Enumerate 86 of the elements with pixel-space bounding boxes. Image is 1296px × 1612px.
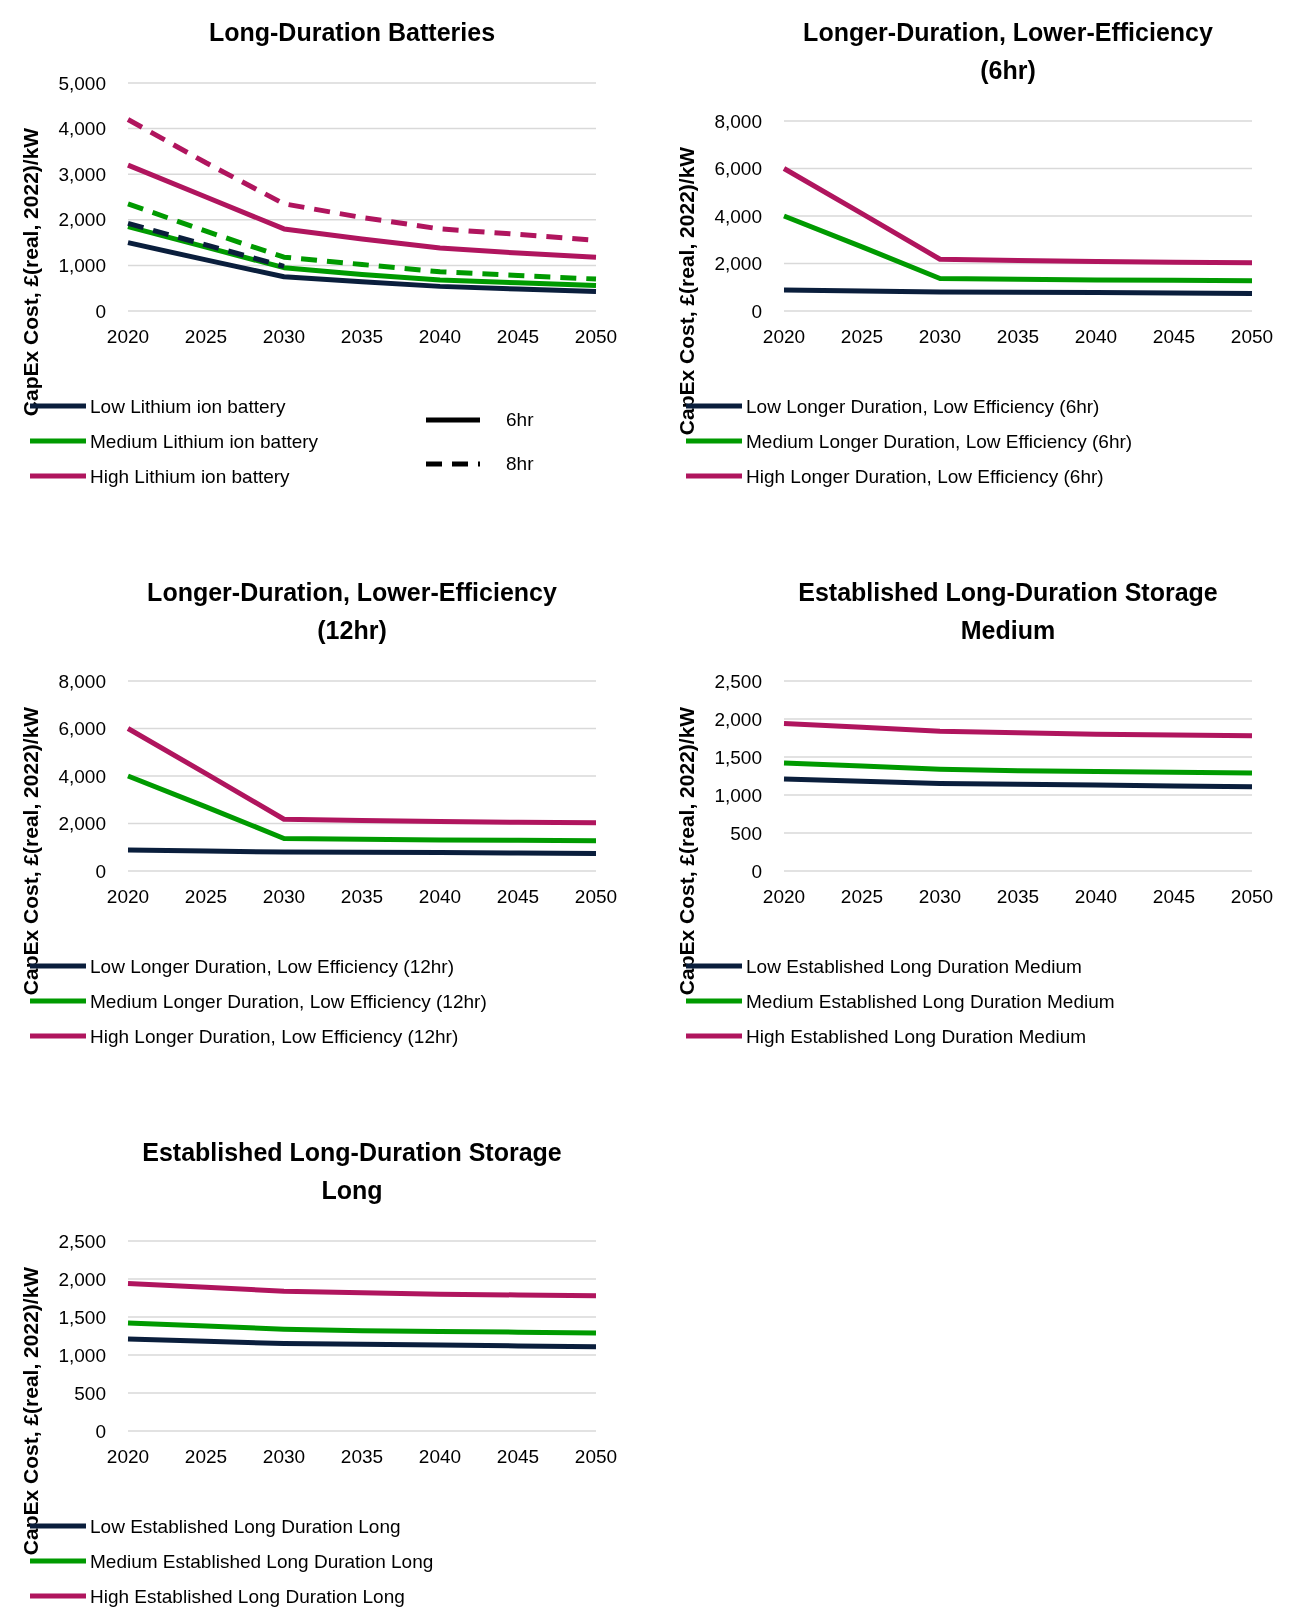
x-tick-label: 2040: [418, 886, 462, 907]
y-tick-label: 2,500: [58, 1230, 106, 1252]
x-tick-label: 2025: [184, 326, 228, 347]
chart-title: Established Long-Duration Storage Medium: [798, 578, 1218, 644]
legend-label: High Lithium ion battery: [90, 466, 291, 487]
legend-label: Low Lithium ion battery: [90, 396, 286, 417]
y-tick-label: 8,000: [714, 110, 762, 132]
y-tick-label: 1,000: [58, 1344, 106, 1366]
text: 8hr: [506, 453, 535, 474]
y-tick-label: 4,000: [58, 765, 106, 787]
x-tick-label: 2050: [1230, 886, 1274, 907]
legend-label: High Established Long Duration Medium: [746, 1026, 1087, 1047]
x-tick-label: 2020: [106, 1446, 150, 1467]
y-tick-label: 4,000: [58, 118, 106, 140]
x-tick-label: 2045: [1152, 326, 1196, 347]
x-tick-label: 2035: [340, 326, 384, 347]
x-tick-label: 2035: [996, 886, 1040, 907]
x-tick-label: 2050: [574, 1446, 618, 1467]
x-tick-label: 2040: [418, 326, 462, 347]
x-tick-label: 2035: [996, 326, 1040, 347]
legend-label: Low Established Long Duration Medium: [746, 956, 1082, 977]
y-tick-label: 2,000: [714, 253, 762, 275]
x-tick-label: 2050: [574, 886, 618, 907]
y-tick-label: 5,000: [58, 72, 106, 94]
y-tick-label: 6,000: [714, 158, 762, 180]
legend-label: Medium Longer Duration, Low Efficiency (12hr): [90, 991, 487, 1012]
x-tick-label: 2025: [184, 1446, 228, 1467]
legend-label: Medium Longer Duration, Low Efficiency (6hr): [746, 431, 1133, 452]
y-tick-label: 1,500: [714, 746, 762, 768]
legend-label: Low Longer Duration, Low Efficiency (6hr): [746, 396, 1100, 417]
x-tick-label: 2050: [574, 326, 618, 347]
x-tick-label: 2030: [262, 886, 306, 907]
y-tick-label: 3,000: [58, 163, 106, 185]
x-tick-label: 2035: [340, 886, 384, 907]
text: 6hr: [506, 409, 535, 430]
legend-label: Medium Established Long Duration Medium: [746, 991, 1115, 1012]
x-tick-label: 2040: [418, 1446, 462, 1467]
y-tick-label: 2,000: [58, 813, 106, 835]
y-tick-label: 2,000: [714, 708, 762, 730]
y-tick-label: 0: [751, 860, 762, 882]
x-tick-label: 2020: [106, 886, 150, 907]
chart-title: Longer-Duration, Lower-Efficiency (6hr): [803, 18, 1213, 84]
y-tick-label: 0: [95, 1420, 106, 1442]
y-tick-label: 6,000: [58, 718, 106, 740]
y-tick-label: 8,000: [58, 670, 106, 692]
legend-label: Low Established Long Duration Long: [90, 1516, 401, 1537]
x-tick-label: 2025: [840, 886, 884, 907]
legend-label: Medium Established Long Duration Long: [90, 1551, 434, 1572]
x-tick-label: 2040: [1074, 326, 1118, 347]
x-tick-label: 2045: [496, 886, 540, 907]
chart-title: Long-Duration Batteries: [208, 18, 496, 46]
y-tick-label: 1,000: [58, 255, 106, 277]
y-tick-label: 2,000: [58, 1268, 106, 1290]
x-tick-label: 2020: [762, 326, 806, 347]
y-tick-label: 1,500: [58, 1306, 106, 1328]
x-tick-label: 2020: [106, 326, 150, 347]
y-tick-label: 0: [95, 860, 106, 882]
y-tick-label: 2,000: [58, 209, 106, 231]
x-tick-label: 2020: [762, 886, 806, 907]
chart-title: Longer-Duration, Lower-Efficiency (12hr): [147, 578, 557, 644]
x-tick-label: 2045: [496, 1446, 540, 1467]
y-tick-label: 1,000: [714, 784, 762, 806]
x-tick-label: 2035: [340, 1446, 384, 1467]
y-tick-label: 0: [751, 300, 762, 322]
y-tick-label: 2,500: [714, 670, 762, 692]
y-tick-label: 500: [74, 1382, 106, 1404]
x-tick-label: 2030: [918, 326, 962, 347]
x-tick-label: 2050: [1230, 326, 1274, 347]
legend-label: High Established Long Duration Long: [90, 1586, 405, 1607]
y-axis-title: CapEx Cost, £(real, 2022)/kW: [19, 127, 42, 417]
legend-label: High Longer Duration, Low Efficiency (6hr): [746, 466, 1104, 487]
x-tick-label: 2045: [1152, 886, 1196, 907]
x-tick-label: 2025: [184, 886, 228, 907]
legend-label: Low Longer Duration, Low Efficiency (12hr): [90, 956, 455, 977]
y-tick-label: 0: [95, 300, 106, 322]
y-tick-label: 4,000: [714, 205, 762, 227]
x-tick-label: 2030: [262, 1446, 306, 1467]
legend-label: Medium Lithium ion battery: [90, 431, 319, 452]
chart-title: Established Long-Duration Storage Long: [142, 1138, 562, 1204]
y-tick-label: 500: [730, 822, 762, 844]
x-tick-label: 2040: [1074, 886, 1118, 907]
x-tick-label: 2045: [496, 326, 540, 347]
x-tick-label: 2030: [918, 886, 962, 907]
x-tick-label: 2025: [840, 326, 884, 347]
legend-label: High Longer Duration, Low Efficiency (12hr): [90, 1026, 459, 1047]
x-tick-label: 2030: [262, 326, 306, 347]
